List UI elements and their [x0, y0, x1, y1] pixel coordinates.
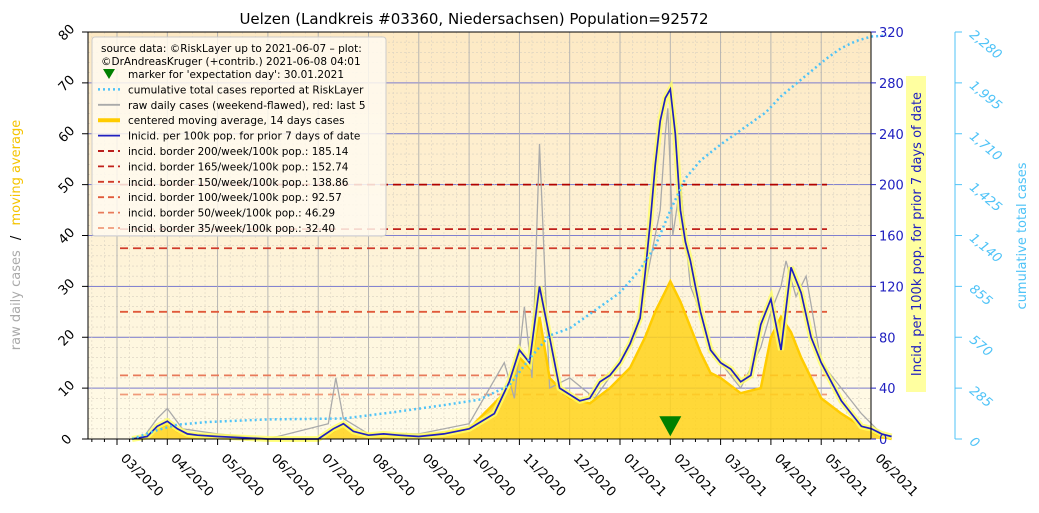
incidence-tick-label: 160: [879, 230, 904, 245]
x-tick-label: 10/2020: [469, 451, 518, 500]
legend-swatch: [103, 69, 115, 79]
x-tick-label: 12/2020: [570, 451, 619, 500]
chart-title: Uelzen (Landkreis #03360, Niedersachsen)…: [239, 10, 708, 28]
legend-label: Inicid. per 100k pop. for prior 7 days o…: [128, 131, 360, 143]
left-tick-label: 0: [59, 432, 75, 448]
x-tick-label: 08/2020: [369, 451, 418, 500]
x-axis: 03/2020 04/2020 05/2020 06/2020 07/2020 08/20…: [91, 439, 921, 500]
x-tick-label: 11/2020: [520, 451, 569, 500]
incidence-label-bg: [906, 76, 926, 392]
x-tick-label: 06/2020: [268, 451, 317, 500]
ylabel-raw: raw daily cases: [9, 250, 24, 350]
legend-label: incid. border 150/week/100k pop.: 138.86: [128, 177, 349, 189]
ylabel-sep: /: [9, 235, 24, 240]
legend-source-text: source data: ©RiskLayer up to 2021-06-07…: [101, 43, 362, 68]
x-tick-label: 02/2021: [670, 451, 719, 500]
ylabel-cumulative: cumulative total cases: [1015, 162, 1030, 309]
legend-source-line: source data: ©RiskLayer up to 2021-06-07…: [101, 43, 362, 55]
left-tick-label: 60: [56, 124, 78, 146]
incidence-tick-label: 320: [879, 26, 904, 41]
x-tick-label: 09/2020: [419, 451, 468, 500]
legend-label: incid. border 200/week/100k pop.: 185.14: [128, 146, 349, 158]
x-tick-label: 05/2021: [821, 451, 870, 500]
x-tick-label: 05/2020: [218, 451, 267, 500]
x-tick-label: 03/2020: [117, 451, 166, 500]
cumulative-tick-label: 1,995: [966, 78, 1004, 113]
legend: source data: ©RiskLayer up to 2021-06-07…: [91, 36, 387, 237]
x-tick-label: 04/2020: [167, 451, 216, 500]
incidence-tick-label: 120: [879, 280, 904, 295]
x-tick-label: 04/2021: [771, 451, 820, 500]
legend-source-line: ©DrAndreasKruger (+contrib.) 2021-06-08 …: [101, 56, 361, 68]
cumulative-tick-label: 1,425: [966, 180, 1004, 215]
left-tick-label: 40: [56, 225, 78, 247]
legend-label: incid. border 50/week/100k pop.: 46.29: [128, 208, 335, 220]
expectation-marker: [659, 416, 682, 437]
cumulative-tick-label: 570: [966, 333, 995, 360]
legend-label: incid. border 165/week/100k pop.: 152.74: [128, 161, 349, 173]
x-tick-label: 06/2021: [872, 451, 921, 500]
cumulative-tick-label: 1,140: [966, 231, 1004, 266]
incidence-axis: 0 40 80 120 160 200 240 280 320: [871, 26, 904, 448]
incidence-tick-label: 0: [879, 433, 887, 448]
moving-average-area: [132, 281, 892, 439]
incidence-tick-label: 240: [879, 128, 904, 143]
left-axis: 0 10 20 30 40 50 60 70 80: [56, 22, 88, 448]
legend-label: cumulative total cases reported at RiskL…: [128, 84, 364, 96]
cumulative-tick-label: 0: [966, 434, 982, 451]
cumulative-axis: 0 285 570 855 1,140 1,425 1,710 1,995 2,280: [954, 27, 1004, 451]
left-axis-label: raw daily cases / moving average: [9, 120, 24, 350]
left-tick-label: 10: [56, 378, 78, 400]
x-tick-label: 03/2021: [721, 451, 770, 500]
left-tick-label: 80: [56, 22, 78, 44]
incidence-tick-label: 40: [879, 382, 896, 397]
left-tick-label: 50: [56, 175, 78, 197]
cumulative-tick-label: 285: [966, 384, 995, 411]
legend-label: raw daily cases (weekend-flawed), red: l…: [128, 100, 366, 112]
cumulative-tick-label: 855: [966, 282, 995, 309]
x-tick-label: 01/2021: [620, 451, 669, 500]
x-tick-label: 07/2020: [318, 451, 367, 500]
ylabel-incidence: Incid. per 100k pop. for prior 7 days of…: [910, 92, 925, 376]
incidence-tick-label: 80: [879, 331, 896, 346]
incidence-tick-label: 200: [879, 179, 904, 194]
legend-box: [91, 36, 387, 237]
left-tick-label: 20: [56, 327, 78, 349]
cumulative-tick-label: 1,710: [966, 129, 1004, 164]
svg-text:raw daily cases /: raw daily cases / moving average: [9, 120, 24, 350]
legend-label: incid. border 100/week/100k pop.: 92.57: [128, 192, 342, 204]
legend-label: centered moving average, 14 days cases: [128, 115, 345, 127]
incidence-tick-label: 280: [879, 77, 904, 92]
left-tick-label: 30: [56, 276, 78, 298]
left-tick-label: 70: [56, 73, 78, 95]
legend-label: incid. border 35/week/100k pop.: 32.40: [128, 223, 335, 235]
legend-label: marker for 'expectation day': 30.01.2021: [128, 69, 344, 81]
ylabel-ma: moving average: [9, 120, 24, 226]
cumulative-tick-label: 2,280: [966, 27, 1004, 62]
